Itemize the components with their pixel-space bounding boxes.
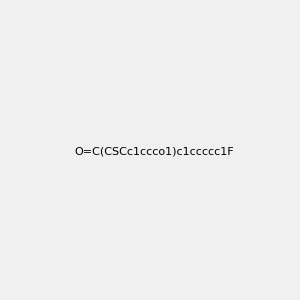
Text: O=C(CSCc1ccco1)c1ccccc1F: O=C(CSCc1ccco1)c1ccccc1F [74, 146, 234, 157]
